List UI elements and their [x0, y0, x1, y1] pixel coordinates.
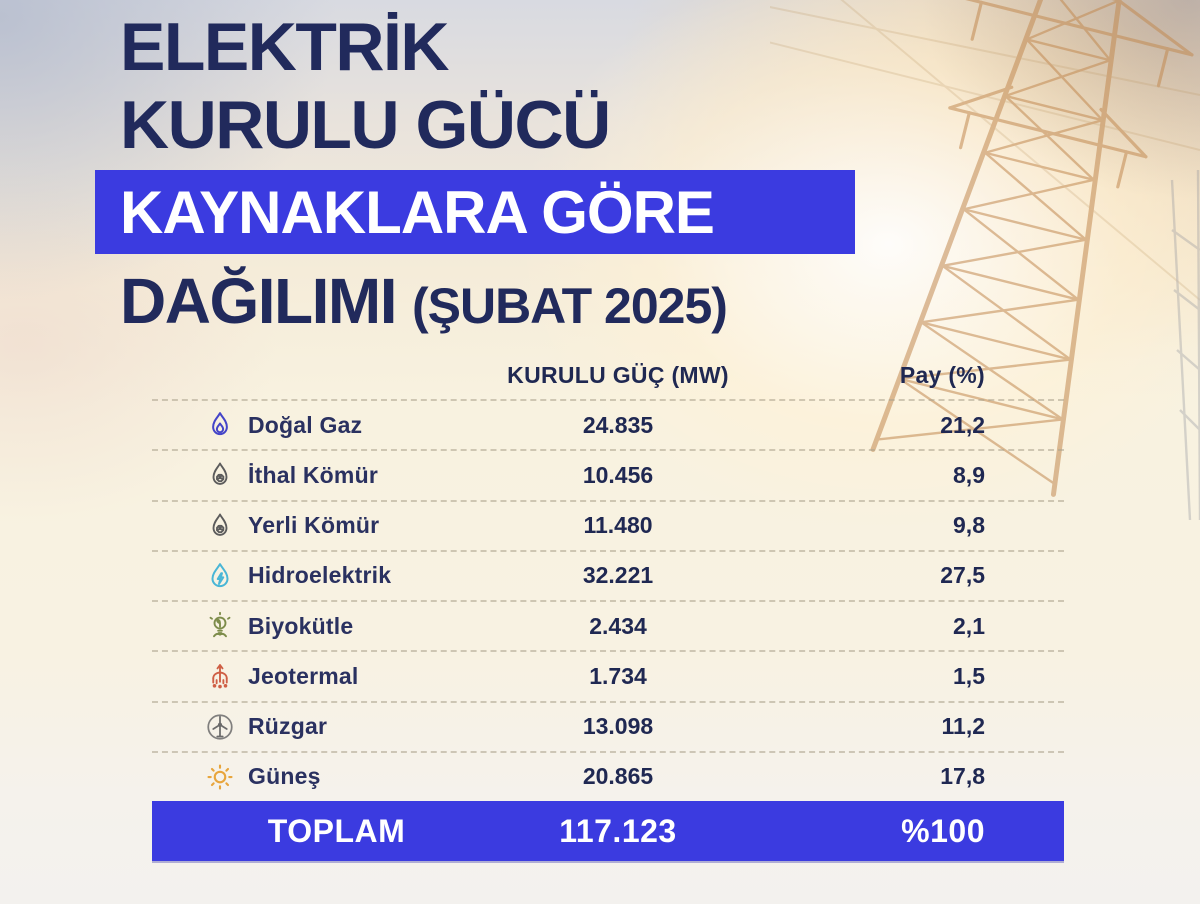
power-value: 11.480 — [583, 512, 653, 539]
power-value: 13.098 — [582, 713, 654, 740]
share-value: 27,5 — [940, 562, 985, 589]
title-line-3: KAYNAKLARA GÖRE — [120, 178, 715, 246]
table-row-gunes: Güneş 20.865 17,8 — [152, 750, 1064, 801]
title-line-4-date: (ŞUBAT 2025) — [411, 278, 728, 334]
coal-flame-icon — [205, 460, 235, 490]
power-value: 10.456 — [582, 461, 654, 488]
title-line-4: DAĞILIMI (ŞUBAT 2025) — [95, 264, 855, 338]
source-label: Hidroelektrik — [248, 562, 392, 589]
biomass-bulb-icon — [205, 611, 235, 641]
share-value: 21,2 — [940, 411, 985, 438]
wind-turbine-icon — [205, 712, 235, 742]
title-line-1: ELEKTRİK — [120, 9, 450, 85]
geothermal-geyser-icon — [205, 661, 235, 691]
share-value: 1,5 — [953, 662, 985, 689]
source-label: Rüzgar — [248, 713, 328, 740]
title-highlight-bar: KAYNAKLARA GÖRE — [95, 170, 855, 254]
gas-flame-icon — [205, 410, 235, 440]
capacity-table: KURULU GÜÇ (MW) Pay (%) Doğal Gaz 24.835… — [152, 352, 1064, 861]
total-label: TOPLAM — [267, 812, 406, 849]
share-value: 9,8 — [953, 512, 985, 539]
table-row-ruzgar: Rüzgar 13.098 11,2 — [152, 700, 1064, 751]
source-label: Biyokütle — [248, 612, 354, 639]
table-body: Doğal Gaz 24.835 21,2 İthal Kömür — [152, 399, 1064, 801]
share-value: 17,8 — [940, 763, 985, 790]
share-value: 11,2 — [941, 713, 986, 740]
total-row: TOPLAM 117.123 %100 — [152, 801, 1064, 861]
coal-flame-icon — [205, 511, 235, 541]
table-row-hidroelektrik: Hidroelektrik 32.221 27,5 — [152, 549, 1064, 600]
table-header-row: KURULU GÜÇ (MW) Pay (%) — [152, 352, 1064, 399]
source-label: İthal Kömür — [248, 461, 378, 488]
title-line-4-main: DAĞILIMI — [120, 265, 397, 337]
power-value: 20.865 — [582, 763, 654, 790]
source-label: Doğal Gaz — [248, 411, 363, 438]
source-label: Yerli Kömür — [248, 512, 380, 539]
table-row-jeotermal: Jeotermal 1.734 1,5 — [152, 650, 1064, 700]
power-value: 32.221 — [582, 562, 654, 589]
power-value: 2.434 — [589, 612, 647, 639]
total-power-value: 117.123 — [559, 812, 677, 849]
total-share-value: %100 — [901, 812, 985, 849]
hydro-drop-icon — [205, 561, 235, 591]
power-value: 1.734 — [589, 662, 647, 689]
share-value: 8,9 — [953, 461, 985, 488]
table-row-biyokutle: Biyokütle 2.434 2,1 — [152, 600, 1064, 650]
source-label: Güneş — [248, 763, 321, 790]
share-value: 2,1 — [953, 612, 985, 639]
table-row-dogal-gaz: Doğal Gaz 24.835 21,2 — [152, 399, 1064, 449]
power-value: 24.835 — [582, 411, 654, 438]
title-block: ELEKTRİK KURULU GÜCÜ KAYNAKLARA GÖRE DAĞ… — [95, 8, 855, 338]
table-row-ithal-komur: İthal Kömür 10.456 8,9 — [152, 449, 1064, 499]
transmission-tower-image — [770, 0, 1200, 520]
header-share-label: Pay (%) — [899, 362, 985, 388]
sun-icon — [205, 762, 235, 792]
title-line-2: KURULU GÜCÜ — [120, 87, 611, 163]
header-power-label: KURULU GÜÇ (MW) — [507, 362, 729, 388]
source-label: Jeotermal — [248, 662, 359, 689]
table-row-yerli-komur: Yerli Kömür 11.480 9,8 — [152, 499, 1064, 550]
